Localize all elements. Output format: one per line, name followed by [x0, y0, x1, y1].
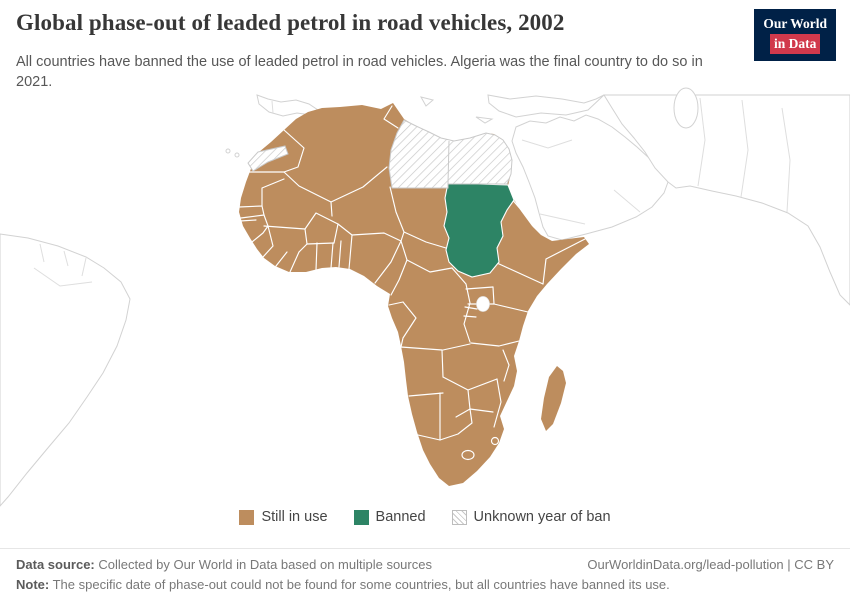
owid-logo-line2: in Data	[763, 33, 827, 55]
arabia-outline	[511, 114, 669, 241]
footer-note: Note: The specific date of phase-out cou…	[16, 577, 834, 592]
legend-label-still-in-use: Still in use	[261, 509, 328, 525]
africa-country-borders	[238, 105, 586, 461]
owid-logo[interactable]: Our World in Data	[754, 9, 836, 62]
south-america-outline	[0, 233, 131, 507]
note-text: The specific date of phase-out could not…	[52, 577, 670, 592]
footer: Data source: Collected by Our World in D…	[0, 548, 850, 600]
lakes	[476, 296, 490, 312]
anatolia-outline	[487, 94, 605, 118]
sudan[interactable]	[443, 182, 515, 278]
crete-outline	[475, 116, 494, 124]
legend-swatch-unknown	[451, 509, 467, 525]
banned-region[interactable]	[443, 182, 515, 278]
page-title: Global phase-out of leaded petrol in roa…	[16, 10, 565, 35]
egypt-libya-border	[447, 140, 450, 185]
map-legend: Still in use Banned Unknown year of ban	[0, 509, 850, 525]
data-source: Data source: Collected by Our World in D…	[16, 557, 432, 572]
western-sahara[interactable]	[247, 145, 289, 172]
legend-item-still-in-use[interactable]: Still in use	[239, 509, 328, 525]
owid-logo-line1: Our World	[763, 16, 827, 31]
data-source-label: Data source:	[16, 557, 95, 572]
footer-link[interactable]: OurWorldinData.org/lead-pollution | CC B…	[587, 557, 834, 572]
page-subtitle: All countries have banned the use of lea…	[16, 54, 703, 90]
canary-island	[234, 152, 240, 158]
canary-island	[225, 148, 231, 154]
madagascar[interactable]	[541, 366, 566, 431]
caspian-sea	[673, 87, 699, 129]
lake-victoria	[476, 296, 490, 312]
legend-label-banned: Banned	[375, 509, 426, 525]
legend-swatch-banned	[353, 509, 369, 525]
background-continents	[0, 87, 850, 507]
note-label: Note:	[16, 577, 50, 592]
legend-item-banned[interactable]: Banned	[353, 509, 426, 525]
legend-swatch-still-in-use	[239, 509, 255, 525]
data-source-text: Collected by Our World in Data based on …	[98, 557, 432, 572]
legend-label-unknown: Unknown year of ban	[473, 509, 611, 525]
unknown-ban-region[interactable]	[247, 119, 513, 189]
legend-item-unknown[interactable]: Unknown year of ban	[451, 509, 611, 525]
sicily-outline	[420, 96, 435, 107]
libya-egypt[interactable]	[388, 119, 513, 189]
eswatini-border	[490, 436, 500, 446]
lesotho-border	[461, 449, 475, 461]
